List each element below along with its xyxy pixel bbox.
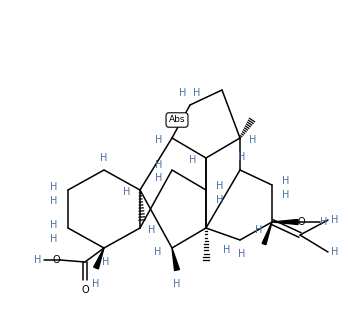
Text: H: H <box>155 160 163 170</box>
Text: H: H <box>154 247 162 257</box>
Text: H: H <box>123 187 131 197</box>
Text: H: H <box>249 135 257 145</box>
Text: O: O <box>298 217 306 227</box>
Text: H: H <box>320 217 328 227</box>
Text: H: H <box>92 279 100 289</box>
Text: H: H <box>238 249 246 259</box>
Text: H: H <box>223 245 231 255</box>
Polygon shape <box>272 219 298 224</box>
Text: H: H <box>216 181 224 191</box>
Text: H: H <box>282 176 290 186</box>
Text: H: H <box>238 152 246 162</box>
Text: H: H <box>50 196 58 206</box>
Text: H: H <box>193 88 201 98</box>
Text: O: O <box>53 255 60 265</box>
Text: H: H <box>282 190 290 200</box>
Text: H: H <box>148 225 156 235</box>
Text: H: H <box>155 173 163 183</box>
Text: O: O <box>81 285 89 295</box>
Polygon shape <box>172 248 180 270</box>
Text: H: H <box>34 255 42 265</box>
Text: H: H <box>50 234 58 244</box>
Text: H: H <box>102 257 110 267</box>
Text: H: H <box>179 88 187 98</box>
Text: H: H <box>331 247 339 257</box>
Text: H: H <box>100 153 108 163</box>
Text: H: H <box>331 215 339 225</box>
Text: H: H <box>189 155 197 165</box>
Text: H: H <box>255 225 263 235</box>
Text: H: H <box>216 195 224 205</box>
Text: Abs: Abs <box>169 115 185 125</box>
Text: H: H <box>50 220 58 230</box>
Polygon shape <box>262 222 272 245</box>
Text: H: H <box>50 182 58 192</box>
Polygon shape <box>94 248 104 269</box>
Text: H: H <box>155 135 163 145</box>
Text: H: H <box>173 279 181 289</box>
